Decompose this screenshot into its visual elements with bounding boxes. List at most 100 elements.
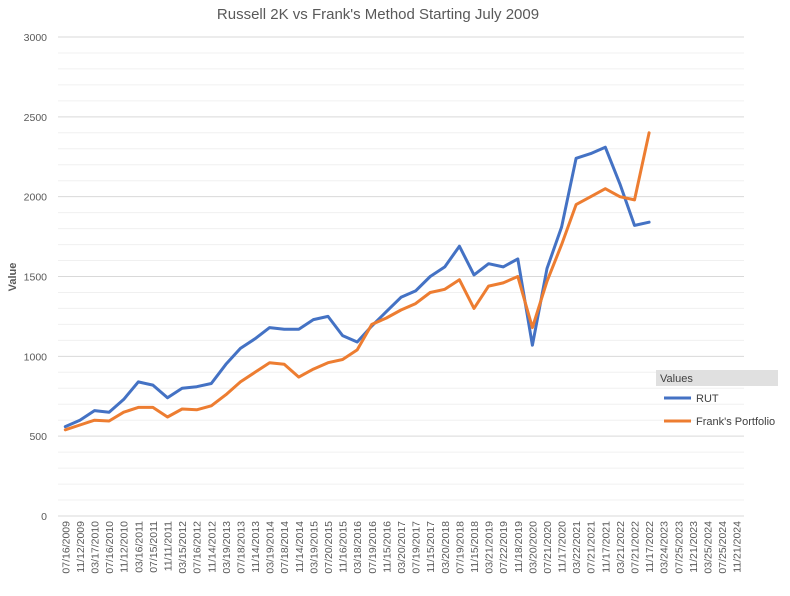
- data-point-rut: [151, 383, 155, 387]
- data-point-rut: [399, 296, 403, 299]
- y-axis-ticks: 0 500 1000 1500 2000 2500 3000: [24, 32, 48, 523]
- x-tick-label: 03/20/2017: [396, 521, 408, 574]
- x-tick-label: 11/11/2011: [162, 521, 174, 571]
- data-point-rut: [137, 380, 140, 384]
- data-point-rut: [64, 425, 67, 428]
- data-point-rut: [589, 152, 592, 155]
- x-tick-label: 11/15/2018: [469, 521, 481, 573]
- data-point-rut: [501, 265, 505, 269]
- x-tick-label: 07/21/2022: [630, 521, 642, 574]
- data-point-rut: [268, 326, 271, 329]
- data-point-frank-s-portfolio: [589, 195, 592, 198]
- y-tick-label: 2000: [24, 192, 48, 204]
- data-point-rut: [458, 244, 461, 248]
- legend-header-bg: [656, 370, 778, 386]
- data-point-rut: [326, 315, 330, 318]
- x-tick-label: 11/14/2012: [206, 521, 218, 573]
- legend-label-rut: RUT: [696, 393, 719, 405]
- data-point-rut: [341, 334, 344, 337]
- data-point-rut: [531, 343, 534, 347]
- x-tick-label: 03/21/2022: [615, 521, 627, 574]
- x-tick-label: 11/17/2022: [644, 521, 656, 573]
- x-tick-label: 07/15/2011: [148, 521, 160, 573]
- x-tick-label: 07/18/2013: [235, 521, 247, 574]
- data-point-frank-s-portfolio: [64, 428, 67, 431]
- x-tick-label: 11/16/2015: [338, 521, 350, 573]
- x-tick-label: 07/16/2012: [192, 521, 204, 574]
- data-point-rut: [180, 387, 184, 390]
- data-point-rut: [487, 262, 490, 265]
- y-tick-label: 1500: [24, 272, 48, 284]
- data-point-frank-s-portfolio: [137, 406, 140, 409]
- data-point-frank-s-portfolio: [78, 423, 82, 427]
- x-tick-label: 03/20/2018: [440, 521, 452, 574]
- x-tick-label: 11/14/2014: [294, 521, 306, 573]
- x-tick-label: 11/15/2016: [381, 521, 393, 573]
- data-point-rut: [107, 411, 111, 414]
- data-point-frank-s-portfolio: [297, 375, 301, 379]
- data-point-rut: [545, 267, 549, 270]
- x-tick-label: 11/15/2017: [425, 521, 437, 573]
- x-tick-label: 07/21/2020: [542, 521, 554, 574]
- legend-label-franks-portfolio: Frank's Portfolio: [696, 416, 775, 428]
- x-tick-label: 11/18/2019: [513, 521, 525, 573]
- data-point-frank-s-portfolio: [560, 243, 563, 246]
- data-point-frank-s-portfolio: [633, 198, 636, 202]
- y-tick-label: 0: [41, 511, 47, 523]
- x-tick-label: 03/19/2013: [221, 521, 233, 574]
- data-point-frank-s-portfolio: [210, 404, 213, 408]
- data-point-frank-s-portfolio: [195, 408, 198, 412]
- x-tick-label: 07/18/2014: [279, 521, 291, 574]
- data-point-rut: [166, 396, 169, 400]
- x-tick-label: 11/17/2020: [557, 521, 569, 573]
- x-tick-label: 07/19/2016: [367, 521, 379, 574]
- x-tick-label: 07/25/2024: [717, 521, 729, 574]
- data-point-frank-s-portfolio: [326, 361, 330, 364]
- data-point-frank-s-portfolio: [531, 326, 534, 329]
- data-point-rut: [574, 157, 578, 160]
- data-point-frank-s-portfolio: [516, 275, 519, 278]
- x-tick-label: 07/21/2021: [586, 521, 598, 574]
- data-point-rut: [472, 273, 476, 277]
- x-tick-label: 11/17/2021: [600, 521, 612, 573]
- x-tick-label: 03/24/2023: [659, 521, 671, 574]
- data-point-frank-s-portfolio: [385, 316, 388, 320]
- data-point-frank-s-portfolio: [151, 406, 155, 409]
- x-tick-label: 07/22/2019: [498, 521, 510, 574]
- data-point-rut: [93, 409, 96, 412]
- data-point-rut: [253, 337, 257, 340]
- data-point-frank-s-portfolio: [472, 307, 476, 310]
- x-tick-label: 03/19/2015: [308, 521, 320, 574]
- data-point-frank-s-portfolio: [180, 407, 184, 411]
- data-point-frank-s-portfolio: [443, 288, 446, 291]
- data-point-frank-s-portfolio: [647, 131, 651, 134]
- data-point-frank-s-portfolio: [283, 363, 286, 366]
- x-tick-label: 11/12/2010: [119, 521, 131, 573]
- x-tick-label: 03/17/2010: [89, 521, 101, 574]
- data-point-frank-s-portfolio: [370, 323, 374, 326]
- x-tick-label: 11/21/2023: [688, 521, 700, 573]
- x-tick-label: 07/19/2018: [454, 521, 466, 574]
- x-tick-label: 03/18/2016: [352, 521, 364, 574]
- y-axis-title: Value: [7, 263, 19, 292]
- x-tick-label: 03/16/2011: [133, 521, 145, 573]
- data-point-rut: [210, 382, 213, 385]
- data-point-frank-s-portfolio: [618, 195, 622, 198]
- legend: Values RUT Frank's Portfolio: [656, 370, 778, 428]
- data-point-frank-s-portfolio: [224, 393, 228, 396]
- x-tick-label: 03/21/2019: [484, 521, 496, 574]
- data-point-frank-s-portfolio: [253, 371, 257, 374]
- data-point-frank-s-portfolio: [487, 284, 490, 288]
- data-point-rut: [647, 221, 651, 224]
- data-point-frank-s-portfolio: [312, 367, 315, 371]
- data-point-frank-s-portfolio: [574, 203, 578, 206]
- data-point-frank-s-portfolio: [107, 419, 111, 423]
- y-tick-label: 2500: [24, 112, 48, 124]
- data-point-rut: [239, 347, 242, 350]
- data-point-rut: [443, 265, 446, 269]
- data-point-frank-s-portfolio: [604, 187, 607, 190]
- x-tick-label: 03/25/2024: [703, 521, 715, 574]
- y-tick-label: 3000: [24, 32, 48, 44]
- x-tick-label: 03/22/2021: [571, 521, 583, 574]
